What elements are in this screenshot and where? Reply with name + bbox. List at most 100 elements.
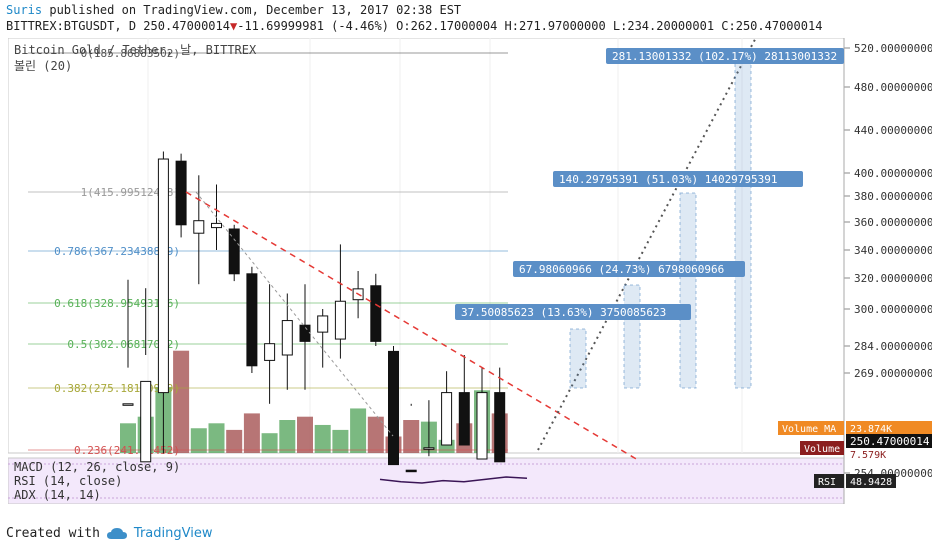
fib-level-label: 0(185.86883502) [81,47,180,60]
fib-level-label: 0.618(328.95493176) [54,297,180,310]
chart-area[interactable]: 1(415.99512458) 0.786(367.23438829) 0.618(… [7,4,932,519]
rsi-value-bg [846,474,896,488]
bollinger-legend: 볼린 (20) [14,59,72,73]
price-chart[interactable]: 1(415.99512458) 0.786(367.23438829) 0.618(… [7,4,932,519]
candle [264,284,276,404]
fib-level-label: 0.5(302.06817062) [67,338,180,351]
candle-body [494,392,506,463]
candle [441,371,453,446]
publish-info: Suris published on TradingView.com, Dece… [6,3,461,17]
price-tick-label: 340.00000000 [854,244,932,257]
candle-body [458,392,470,446]
fib-level-label: 0.786(367.23438829) [54,245,180,258]
projection-label-bg [455,304,691,320]
price-tick-label: 520.00000000 [854,42,932,55]
volume-tag: Volume [804,444,840,455]
price-tick-label: 440.00000000 [854,124,932,137]
volume-ma-tag-bg [778,421,844,435]
volume-bar [226,429,243,453]
price-tick-label: 380.00000000 [854,190,932,203]
down-arrow-icon: ▼ [229,19,238,33]
price-tick-label: 360.00000000 [854,216,932,229]
candle [193,175,205,285]
volume-bar [367,416,384,453]
candle [370,273,382,346]
candle [334,244,346,359]
change-value: -11.69999981 (-4.46%) [237,19,389,33]
projection-range-box [734,62,752,389]
candle [122,279,134,406]
fib-level-label: 1(415.99512458) [81,186,180,199]
projection-label-bg [606,48,844,64]
candle [494,367,506,463]
volume-bar [261,433,278,453]
candle-body [211,222,222,229]
rsi-value: 48.9428 [850,477,892,488]
price-tick-label: 269.00000000 [854,367,932,380]
published-text: published on TradingView.com, December 1… [42,3,462,17]
candle [281,293,293,390]
projection-label: 140.29795391 (51.03%) 14029795391 [559,173,778,186]
symbol-label: BITTREX:BTGUSDT, D [6,19,137,33]
candle [228,224,240,282]
projection-range-box [623,284,641,389]
candle [405,403,417,473]
projection-label: 281.13001332 (102.17%) 28113001332 [612,50,837,63]
candle-body [175,160,187,226]
volume-ma-value-bg [846,421,932,435]
volume-bar [243,413,260,453]
rsi-line [379,476,528,484]
candle-body [281,320,293,356]
candle [458,355,470,446]
candle-body [334,300,346,340]
ohlc-values: O:262.17000004 H:271.97000000 L:234.2000… [396,19,823,33]
candle [140,288,152,463]
price-tick-label: 320.00000000 [854,272,932,285]
projection-label-bg [553,171,803,187]
tradingview-brand[interactable]: TradingView [133,526,213,541]
fib-level-label: 0.236(241.91452) [74,444,180,457]
rsi-tag: RSI [818,477,836,488]
grey-dashed-line [195,191,394,437]
indicator-legend: RSI (14, close) [14,474,122,488]
tradingview-cloud-icon [106,527,127,539]
series-legend: Bitcoin Gold / Tether, 날, BITTREX [14,43,257,57]
volume-bar [297,416,313,453]
price-tick-label: 480.00000000 [854,81,932,94]
candle-body [370,285,382,342]
candle-body [122,403,134,406]
author-link[interactable]: Suris [6,3,43,17]
volume-bar [190,428,207,453]
candle-body [264,343,276,361]
volume-ma-tag: Volume MA [782,424,836,435]
created-with-text: Created with [6,526,100,541]
candle-body [246,273,258,367]
candle-body [317,315,329,333]
price-tick-label: 284.00000000 [854,340,932,353]
symbol-info: BITTREX:BTGUSDT, D 250.47000014▼-11.6999… [6,19,822,33]
volume-bar [120,423,136,453]
candle-body [388,350,399,466]
indicator-legend: MACD (12, 26, close, 9) [14,460,180,474]
volume-tag-bg [800,441,844,455]
candle [388,346,399,466]
price-tick-label: 300.00000000 [854,303,932,316]
candle-body [140,380,152,463]
candle-body [441,392,453,446]
volume-bar [350,408,367,453]
candle-body [299,324,311,342]
candle-body [193,220,205,234]
volume-bar [314,424,331,453]
candle-body [476,392,488,460]
candle [317,309,329,368]
projection-dotted-line [537,29,761,451]
indicator-legend: ADX (14, 14) [14,488,101,502]
candle-body [405,469,417,473]
candle-body [228,228,240,275]
volume-bar [332,429,349,453]
rsi-tag-bg [814,474,844,488]
projection-label: 67.98060966 (24.73%) 6798060966 [519,263,724,276]
projection-range-box [679,192,697,389]
candle [423,400,435,457]
last-price: 250.47000014 [143,19,230,33]
